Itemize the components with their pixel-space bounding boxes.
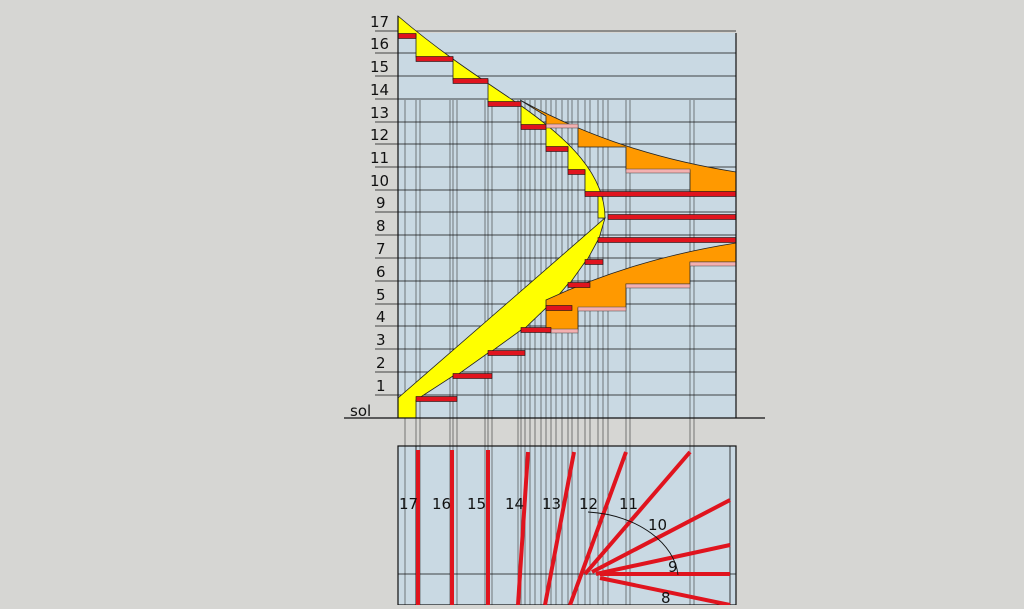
tread	[415, 396, 458, 402]
level-label: 14	[370, 81, 389, 99]
plan-step-label: 8	[661, 589, 671, 605]
level-label: 15	[370, 58, 389, 76]
plan-step-label: 15	[467, 495, 486, 513]
level-label: 6	[376, 263, 386, 281]
tread	[567, 169, 586, 175]
level-label: 7	[376, 240, 386, 258]
plan-step-label: 13	[542, 495, 561, 513]
level-label: 12	[370, 126, 389, 144]
level-label: 16	[370, 35, 389, 53]
level-label: 8	[376, 217, 386, 235]
tread	[545, 305, 573, 311]
level-label: 2	[376, 354, 386, 372]
tread	[415, 56, 454, 62]
plan-tread	[568, 451, 628, 606]
tread	[597, 237, 737, 243]
plan-tread	[591, 498, 731, 574]
plan-step-label: 9	[668, 558, 678, 576]
tread	[452, 373, 493, 379]
lower-stringer	[397, 216, 606, 419]
ground-label: sol	[350, 402, 371, 420]
tread	[545, 146, 569, 152]
level-label: 10	[370, 172, 389, 190]
tread	[584, 259, 604, 265]
tread	[520, 124, 547, 130]
level-label: 11	[370, 149, 389, 167]
tread	[607, 214, 737, 220]
plan-tread	[543, 451, 576, 606]
plan-treads	[416, 450, 731, 607]
tread	[567, 282, 591, 288]
level-label: 1	[376, 377, 386, 395]
level-label: 13	[370, 104, 389, 122]
elevation-treads	[397, 33, 737, 402]
tread	[397, 33, 417, 39]
plan-tread	[516, 451, 530, 606]
level-label: 17	[370, 13, 389, 31]
plan-step-label: 11	[619, 495, 638, 513]
plan-tread	[583, 450, 692, 576]
level-label: 5	[376, 286, 386, 304]
plan-step-label: 10	[648, 516, 667, 534]
plan-step-labels: 17 16 15 14 13 12 11 10 9 8	[399, 495, 678, 607]
walking-line-arc	[587, 511, 679, 576]
plan-step-label: 17	[399, 495, 418, 513]
tread	[584, 191, 737, 197]
level-label: 3	[376, 331, 386, 349]
tread	[452, 78, 489, 84]
plan-tread	[595, 543, 731, 576]
plan-step-label: 12	[579, 495, 598, 513]
tread	[520, 327, 552, 333]
plan-step-label: 14	[505, 495, 524, 513]
level-label: 9	[376, 194, 386, 212]
level-label: 4	[376, 308, 386, 326]
plan-tread	[599, 576, 731, 607]
landing-strips	[545, 123, 737, 334]
plan-step-label: 16	[432, 495, 451, 513]
tread	[487, 101, 522, 107]
tread	[487, 350, 526, 356]
